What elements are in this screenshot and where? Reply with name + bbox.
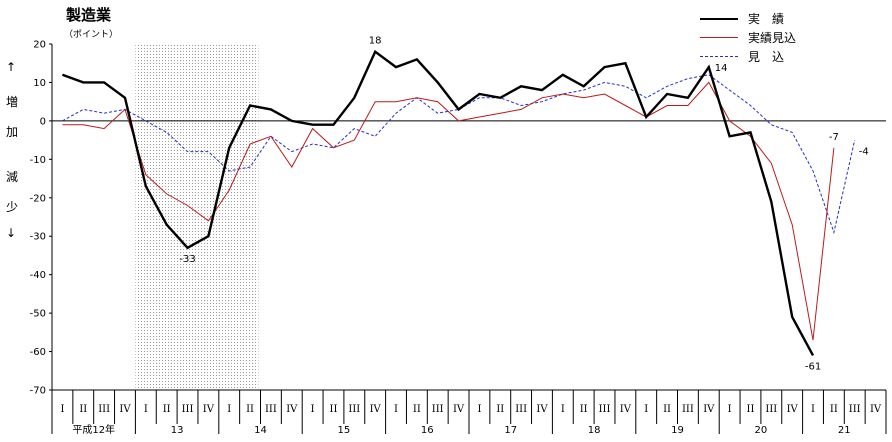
- x-quarter-label: IV: [453, 404, 465, 415]
- y-side-label-shou: 少: [6, 200, 19, 214]
- x-quarter-label: IV: [370, 404, 382, 415]
- x-quarter-label: I: [644, 404, 648, 415]
- legend-swatch-actual: [700, 18, 738, 20]
- x-quarter-label: II: [163, 404, 171, 415]
- y-tick-label: -40: [30, 270, 46, 281]
- x-quarter-label: III: [849, 404, 861, 415]
- x-quarter-label: II: [413, 404, 421, 415]
- legend-swatch-forecast: [700, 56, 738, 57]
- x-quarter-label: III: [765, 404, 777, 415]
- x-quarter-label: I: [311, 404, 315, 415]
- x-quarter-label: I: [394, 404, 398, 415]
- chart-title: 製造業: [66, 6, 112, 24]
- x-quarter-label: II: [830, 404, 838, 415]
- x-year-label: 18: [588, 425, 601, 436]
- x-quarter-label: I: [477, 404, 481, 415]
- x-year-label: 13: [171, 425, 184, 436]
- x-year-label: 16: [421, 425, 434, 436]
- legend-label-forecast: 見 込: [748, 50, 785, 64]
- x-quarter-label: IV: [119, 404, 131, 415]
- series-line-forecast: [62, 74, 856, 235]
- y-tick-label: 10: [33, 78, 46, 89]
- data-label: 18: [369, 36, 382, 47]
- x-quarter-label: I: [561, 404, 565, 415]
- x-quarter-label: I: [60, 404, 64, 415]
- legend-label-actual: 実 績: [748, 12, 785, 26]
- series-line-actual: [61, 49, 815, 356]
- x-quarter-label: IV: [787, 404, 799, 415]
- x-quarter-label: III: [348, 404, 360, 415]
- shaded-period: [135, 44, 259, 390]
- y-tick-label: -20: [30, 193, 46, 204]
- x-quarter-label: II: [496, 404, 504, 415]
- x-year-label: 15: [338, 425, 351, 436]
- x-quarter-label: III: [682, 404, 694, 415]
- x-quarter-label: I: [728, 404, 732, 415]
- series-line-estimate: [62, 81, 835, 341]
- x-quarter-label: IV: [536, 404, 548, 415]
- x-quarter-label: III: [265, 404, 277, 415]
- x-quarter-label: II: [747, 404, 755, 415]
- legend-swatch-estimate: [700, 37, 738, 38]
- x-quarter-label: IV: [203, 404, 215, 415]
- x-quarter-label: II: [580, 404, 588, 415]
- x-quarter-label: II: [663, 404, 671, 415]
- x-quarter-label: III: [599, 404, 611, 415]
- y-tick-label: -70: [30, 386, 46, 397]
- x-quarter-label: II: [246, 404, 254, 415]
- y-side-arrow-down: ↓: [6, 226, 17, 240]
- y-tick-label: -30: [30, 232, 46, 243]
- data-label: -7: [829, 132, 839, 143]
- data-label: -4: [859, 146, 869, 157]
- y-tick-label: -50: [30, 309, 46, 320]
- x-quarter-label: IV: [703, 404, 715, 415]
- x-quarter-label: III: [182, 404, 194, 415]
- y-tick-label: 20: [33, 40, 46, 51]
- x-quarter-label: IV: [870, 404, 882, 415]
- x-quarter-label: IV: [620, 404, 632, 415]
- y-side-label-ka: 加: [6, 125, 19, 139]
- data-label: 14: [715, 63, 728, 74]
- data-label: -61: [805, 361, 821, 372]
- legend-label-estimate: 実績見込: [748, 31, 797, 45]
- x-quarter-label: I: [811, 404, 815, 415]
- x-quarter-label: III: [432, 404, 444, 415]
- x-year-label: 14: [254, 425, 267, 436]
- data-label: -33: [179, 254, 195, 265]
- y-side-label-zou: 増: [6, 95, 19, 109]
- x-year-label: 平成12年: [72, 423, 115, 436]
- x-year-label: 19: [671, 425, 684, 436]
- y-tick-label: -60: [30, 347, 46, 358]
- x-year-label: 17: [504, 425, 517, 436]
- unit-label: （ポイント）: [64, 30, 119, 40]
- x-quarter-label: I: [227, 404, 231, 415]
- x-year-label: 21: [838, 425, 851, 436]
- y-side-label-gen: 減: [6, 170, 19, 184]
- x-quarter-label: III: [515, 404, 527, 415]
- x-quarter-label: IV: [286, 404, 298, 415]
- y-side-arrow-up: ↑: [6, 60, 17, 74]
- x-quarter-label: II: [330, 404, 338, 415]
- y-tick-label: 0: [40, 116, 46, 127]
- x-quarter-label: II: [79, 404, 87, 415]
- x-quarter-label: III: [98, 404, 110, 415]
- x-quarter-label: I: [144, 404, 148, 415]
- x-year-label: 20: [755, 425, 768, 436]
- y-tick-label: -10: [30, 155, 46, 166]
